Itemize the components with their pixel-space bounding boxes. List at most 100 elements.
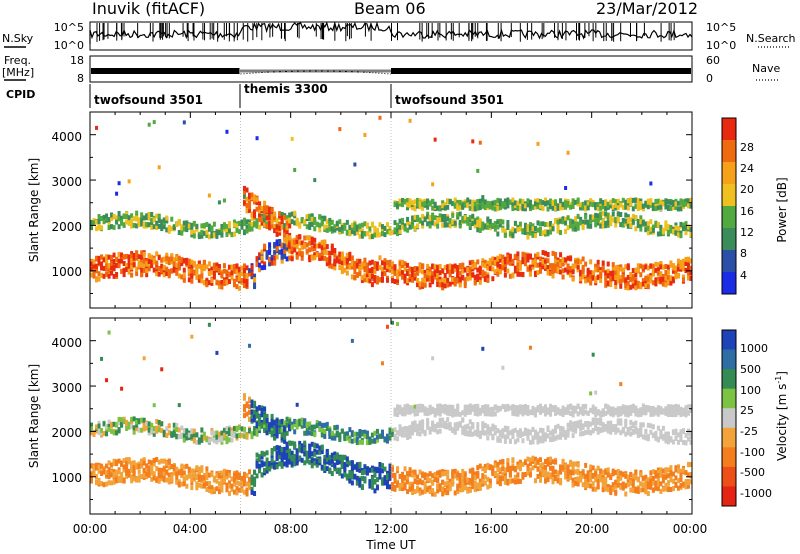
heatmap-cell <box>353 260 357 266</box>
heatmap-cell <box>268 206 272 212</box>
heatmap-cell <box>579 269 583 275</box>
heatmap-cell <box>375 230 379 236</box>
heatmap-cell <box>601 218 605 224</box>
heatmap-cell <box>325 426 329 431</box>
heatmap-cell <box>646 225 650 231</box>
heatmap-cell <box>202 435 206 441</box>
heatmap-cell <box>97 464 101 470</box>
heatmap-cell <box>486 274 490 280</box>
heatmap-cell <box>611 273 615 279</box>
heatmap-cell <box>187 467 191 473</box>
heatmap-cell <box>333 248 337 253</box>
heatmap-cell <box>207 223 211 229</box>
heatmap-cell <box>293 239 297 245</box>
heatmap-cell <box>526 428 530 434</box>
heatmap-cell <box>112 430 116 436</box>
heatmap-cell <box>92 264 96 270</box>
heatmap-cell <box>207 271 211 276</box>
heatmap-cell <box>664 278 668 284</box>
heatmap-cell <box>270 413 274 419</box>
heatmap-cell <box>426 476 430 482</box>
heatmap-cell <box>378 433 382 439</box>
heatmap-cell <box>401 221 405 227</box>
heatmap-cell <box>363 478 367 484</box>
heatmap-cell <box>348 264 352 270</box>
heatmap-cell <box>250 211 254 217</box>
heatmap-cell <box>260 265 264 271</box>
heatmap-cell <box>212 487 216 493</box>
heatmap-cell <box>175 466 179 472</box>
heatmap-cell <box>471 476 475 481</box>
heatmap-cell <box>258 421 262 427</box>
heatmap-cell <box>436 423 440 429</box>
heatmap-cell <box>338 265 342 271</box>
heatmap-cell <box>501 472 505 478</box>
heatmap-cell <box>674 230 678 236</box>
heatmap-cell <box>177 481 181 487</box>
heatmap-cell <box>205 471 209 477</box>
heatmap-cell <box>533 226 537 231</box>
heatmap-cell <box>375 227 379 233</box>
heatmap-cell <box>473 475 477 480</box>
heatmap-cell <box>483 480 487 486</box>
heatmap-cell <box>320 432 324 438</box>
heatmap-cell <box>443 283 447 289</box>
heatmap-cell <box>413 406 417 412</box>
heatmap-cell <box>190 222 194 228</box>
heatmap-cell <box>253 213 257 219</box>
heatmap-cell <box>240 221 244 227</box>
heatmap-cell <box>413 275 417 281</box>
heatmap-cell <box>255 256 259 262</box>
heatmap-cell <box>526 228 530 234</box>
heatmap-cell <box>150 470 154 476</box>
heatmap-cell <box>523 430 527 436</box>
heatmap-cell <box>360 264 364 270</box>
heatmap-cell <box>197 469 201 475</box>
heatmap-cell <box>155 477 159 483</box>
heatmap-cell <box>172 430 176 436</box>
heatmap-cell <box>654 206 658 212</box>
heatmap-cell <box>97 468 101 474</box>
power-ytick-3000: 3000 <box>51 175 82 189</box>
heatmap-cell <box>461 475 465 481</box>
heatmap-cell <box>205 282 209 288</box>
heatmap-cell <box>268 242 272 248</box>
heatmap-cell <box>263 468 267 473</box>
heatmap-cell <box>135 422 139 428</box>
heatmap-cell <box>335 225 339 231</box>
heatmap-cell <box>521 404 525 410</box>
heatmap-cell <box>170 226 174 232</box>
heatmap-cell <box>531 230 535 236</box>
heatmap-cell <box>541 250 545 256</box>
heatmap-cell <box>599 211 603 217</box>
heatmap-cell <box>340 228 344 234</box>
heatmap-cell <box>621 267 625 273</box>
heatmap-cell <box>245 272 249 278</box>
heatmap-cell <box>107 469 111 475</box>
heatmap-cell <box>330 263 334 269</box>
heatmap-cell <box>428 471 432 477</box>
heatmap-cell <box>288 453 292 459</box>
heatmap-cell <box>436 410 440 415</box>
heatmap-cell <box>222 268 226 274</box>
heatmap-cell <box>300 417 304 423</box>
heatmap-cell <box>401 224 405 230</box>
heatmap-cell <box>483 205 487 211</box>
heatmap-cell <box>664 226 668 232</box>
heatmap-cell <box>556 219 560 225</box>
heatmap-cell <box>493 471 497 476</box>
heatmap-cell <box>458 220 462 225</box>
heatmap-cell <box>513 474 517 480</box>
heatmap-cell <box>205 222 209 227</box>
heatmap-cell <box>325 261 329 267</box>
heatmap-cell <box>250 195 254 201</box>
heatmap-cell <box>353 464 357 470</box>
heatmap-cell <box>556 223 560 229</box>
heatmap-cell <box>426 266 430 272</box>
heatmap-cell <box>110 216 114 221</box>
heatmap-cell <box>385 480 389 486</box>
heatmap-cell <box>290 440 294 446</box>
heatmap-cell <box>150 467 154 473</box>
heatmap-cell <box>659 199 663 205</box>
heatmap-cell <box>160 458 164 464</box>
